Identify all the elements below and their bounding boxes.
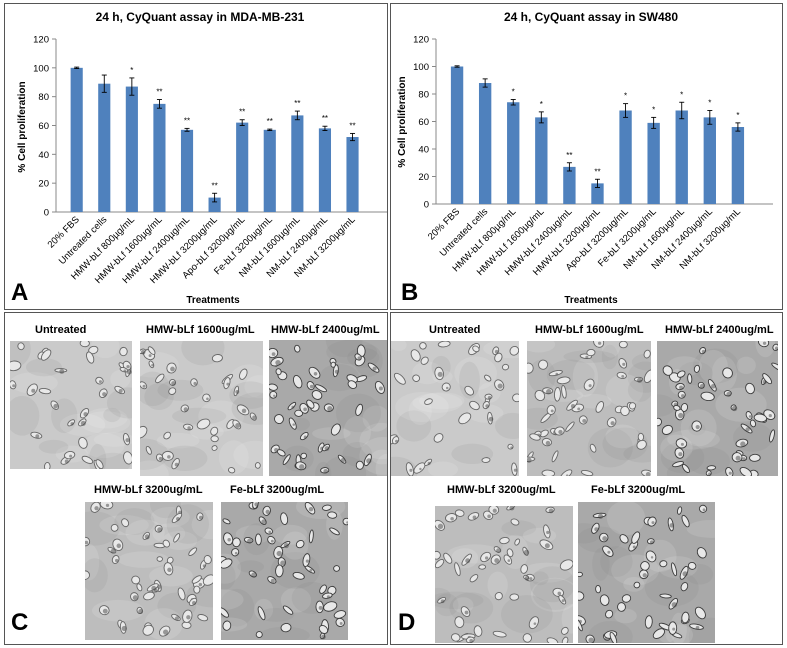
significance-label: **: [322, 114, 328, 123]
y-tick-label: 40: [38, 150, 49, 161]
micrograph-image: [391, 341, 519, 476]
micrograph-image: [269, 340, 387, 476]
y-tick-label: 20: [38, 179, 49, 190]
bar: [563, 166, 576, 204]
bar: [731, 127, 745, 204]
panel-b: 24 h, CyQuant assay in SW480 0 20 40 60 80 100…: [390, 3, 783, 310]
y-axis-label: % Cell proliferation: [17, 81, 28, 172]
y-tick-label: 100: [33, 63, 49, 74]
panel-letter: C: [11, 609, 29, 636]
chart-title: 24 h, CyQuant assay in SW480: [504, 10, 678, 24]
bar: [236, 122, 249, 212]
significance-label: **: [184, 116, 190, 125]
significance-label: **: [566, 151, 572, 160]
micrograph-image: [10, 341, 132, 469]
micrograph-image: [85, 502, 213, 640]
bar-chart-b: 24 h, CyQuant assay in SW480 0 20 40 60 80 100…: [397, 10, 773, 306]
bar: [180, 129, 194, 212]
x-axis-label: Treatments: [186, 295, 240, 306]
bar: [619, 110, 632, 204]
image-label: HMW-bLf 2400ug/mL: [271, 324, 380, 336]
micrograph-image: [527, 341, 651, 476]
bar: [450, 66, 464, 204]
significance-label: *: [652, 105, 655, 114]
y-tick-label: 60: [38, 121, 49, 132]
bar: [153, 103, 166, 212]
panel-c: Untreated HMW-bLf 1600ug/mL HMW-bLf 2400…: [4, 312, 388, 645]
image-label: Untreated: [429, 324, 481, 336]
bar: [647, 122, 660, 204]
micrograph-image: [221, 502, 348, 640]
significance-label: *: [708, 99, 711, 108]
image-label: Fe-bLf 3200ug/mL: [591, 484, 686, 496]
y-tick-label: 80: [38, 92, 49, 103]
y-tick-label: 20: [418, 172, 429, 183]
image-label: HMW-bLf 3200ug/mL: [447, 484, 556, 496]
significance-label: *: [736, 111, 739, 120]
image-label: HMW-bLf 1600ug/mL: [535, 324, 644, 336]
panel-a: 24 h, CyQuant assay in MDA-MB-231 0 20 40 60…: [4, 3, 388, 310]
bar: [208, 197, 221, 212]
significance-label: **: [349, 121, 355, 130]
bar-chart-a: 24 h, CyQuant assay in MDA-MB-231 0 20 40 60…: [17, 10, 387, 306]
image-label: HMW-bLf 1600ug/mL: [146, 324, 255, 336]
significance-label: *: [680, 90, 683, 99]
chart-title: 24 h, CyQuant assay in MDA-MB-231: [96, 10, 305, 24]
y-tick-label: 0: [44, 208, 49, 219]
bar: [291, 115, 304, 212]
bar: [70, 67, 83, 212]
bar: [318, 128, 332, 212]
y-tick-label: 40: [418, 145, 429, 156]
x-axis-label: Treatments: [564, 295, 618, 306]
bar: [478, 83, 492, 204]
bar: [675, 110, 688, 204]
significance-label: *: [512, 88, 515, 97]
y-tick-label: 100: [413, 62, 429, 73]
significance-label: **: [294, 99, 300, 108]
panel-letter: B: [401, 279, 419, 306]
bar: [263, 129, 276, 212]
micrograph-image: [140, 341, 263, 476]
bar: [125, 86, 138, 212]
micrograph-image: [435, 506, 573, 643]
y-tick-label: 0: [424, 200, 429, 211]
significance-label: *: [130, 66, 133, 75]
image-label: HMW-bLf 2400ug/mL: [665, 324, 774, 336]
bar: [507, 102, 520, 204]
significance-label: *: [624, 92, 627, 101]
y-tick-label: 80: [418, 90, 429, 101]
significance-label: *: [540, 100, 543, 109]
image-label: Fe-bLf 3200ug/mL: [230, 484, 325, 496]
micrograph-image: [578, 502, 715, 643]
panel-letter: A: [11, 279, 29, 306]
y-tick-label: 120: [33, 35, 49, 46]
bar: [591, 183, 604, 204]
y-axis-label: % Cell proliferation: [397, 76, 408, 167]
significance-label: **: [239, 108, 245, 117]
image-label: Untreated: [35, 324, 87, 336]
significance-label: **: [156, 88, 162, 97]
y-tick-label: 60: [418, 117, 429, 128]
significance-label: **: [594, 167, 600, 176]
panel-letter: D: [398, 609, 416, 636]
significance-label: **: [211, 181, 217, 190]
bar: [535, 117, 548, 204]
image-label: HMW-bLf 3200ug/mL: [94, 484, 203, 496]
panel-d: Untreated HMW-bLf 1600ug/mL HMW-bLf 2400…: [390, 312, 783, 645]
bar: [703, 117, 716, 204]
significance-label: **: [267, 117, 273, 126]
bar: [98, 83, 111, 212]
y-tick-label: 120: [413, 35, 429, 46]
micrograph-image: [657, 341, 778, 476]
bar: [346, 137, 359, 212]
